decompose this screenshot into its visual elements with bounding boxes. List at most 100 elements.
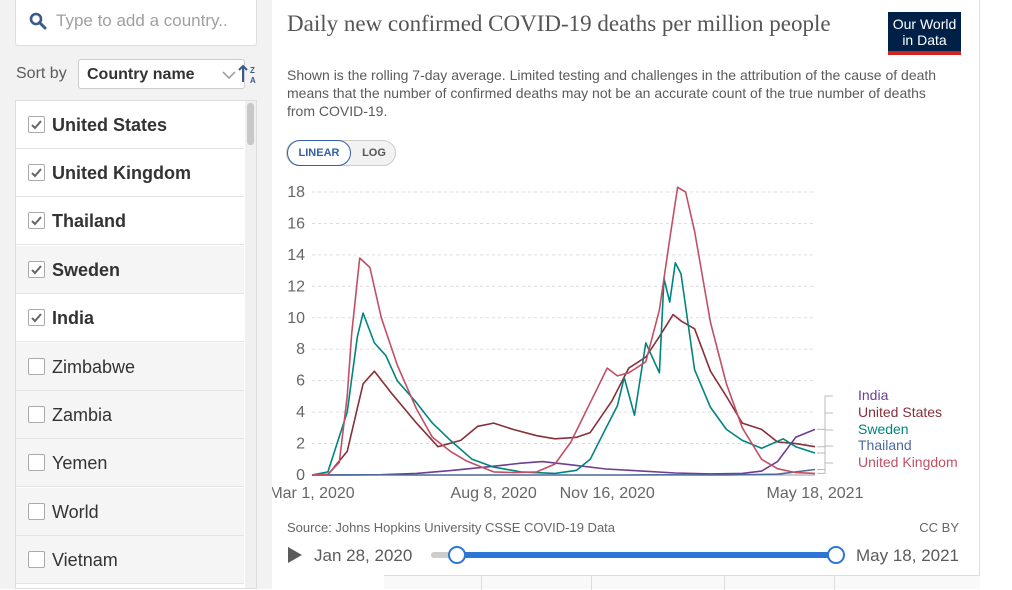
country-label: Zimbabwe bbox=[52, 357, 136, 377]
search-icon bbox=[29, 12, 47, 30]
legend-label: United Kingdom bbox=[858, 454, 958, 470]
country-label: Vietnam bbox=[52, 550, 118, 570]
list-item[interactable]: United Kingdom bbox=[16, 149, 244, 197]
line-chart: 0 2 4 6 8 10 12 14 16 18 Mar 1, 2020 Aug 8, 2020 No… bbox=[272, 184, 958, 502]
country-label: Yemen bbox=[52, 453, 108, 473]
tab-divider bbox=[834, 576, 835, 590]
x-axis: Mar 1, 2020 Aug 8, 2020 Nov 16, 2020 May 18… bbox=[272, 485, 864, 502]
country-label: India bbox=[52, 308, 95, 328]
scrollbar-thumb[interactable] bbox=[247, 103, 254, 145]
y-tick-label: 14 bbox=[287, 247, 305, 264]
checkbox[interactable] bbox=[28, 309, 45, 326]
timeline-start-date: Jan 28, 2020 bbox=[314, 546, 413, 565]
legend-connector bbox=[817, 462, 833, 474]
series-line-sweden bbox=[311, 262, 816, 476]
check-icon bbox=[31, 313, 42, 323]
log-scale-button[interactable]: LOG bbox=[362, 147, 386, 159]
list-item[interactable]: Vietnam bbox=[16, 536, 244, 584]
sort-label: Sort by bbox=[16, 65, 67, 82]
tab-divider bbox=[724, 576, 725, 590]
y-tick-label: 8 bbox=[296, 341, 305, 358]
legend-label: United States bbox=[858, 404, 942, 420]
svg-text:A: A bbox=[250, 76, 256, 85]
x-tick-label: Mar 1, 2020 bbox=[272, 485, 355, 502]
legend-label: Thailand bbox=[858, 437, 912, 453]
list-item[interactable]: Sweden bbox=[16, 246, 244, 294]
country-selector-panel: Sort by Country name Z A United States U… bbox=[0, 0, 272, 589]
linear-scale-button[interactable]: LINEAR bbox=[287, 140, 351, 166]
country-label: Zambia bbox=[52, 405, 113, 425]
play-icon[interactable] bbox=[287, 546, 303, 564]
y-tick-label: 0 bbox=[296, 467, 305, 484]
checkbox[interactable] bbox=[28, 551, 45, 568]
check-icon bbox=[31, 265, 42, 275]
country-search[interactable] bbox=[15, 0, 257, 46]
license-link[interactable]: CC BY bbox=[919, 520, 959, 535]
owid-logo[interactable]: Our World in Data bbox=[888, 12, 961, 55]
list-item[interactable]: Zambia bbox=[16, 391, 244, 439]
check-icon bbox=[31, 168, 42, 178]
series-line-united-kingdom bbox=[311, 186, 816, 476]
timeline-end-handle[interactable] bbox=[827, 546, 845, 564]
list-item[interactable]: Thailand bbox=[16, 197, 244, 245]
checkbox[interactable] bbox=[28, 503, 45, 520]
chart-subtitle: Shown is the rolling 7-day average. Limi… bbox=[287, 67, 937, 119]
svg-text:Z: Z bbox=[250, 66, 255, 75]
sort-value: Country name bbox=[87, 66, 195, 83]
check-icon bbox=[31, 216, 42, 226]
source-note[interactable]: Source: Johns Hopkins University CSSE CO… bbox=[287, 520, 616, 535]
country-list: United States United Kingdom Thailand Sw… bbox=[15, 100, 257, 589]
list-scrollbar[interactable] bbox=[245, 101, 256, 588]
tab-bar bbox=[384, 575, 980, 590]
list-item[interactable]: United States bbox=[16, 101, 244, 149]
checkbox[interactable] bbox=[28, 358, 45, 375]
chart-card: Daily new confirmed COVID-19 deaths per … bbox=[272, 0, 980, 589]
timeline-range bbox=[457, 552, 835, 558]
timeline-start-handle[interactable] bbox=[448, 546, 466, 564]
y-tick-label: 12 bbox=[287, 278, 305, 295]
chart-title: Daily new confirmed COVID-19 deaths per … bbox=[287, 11, 831, 36]
series-layer bbox=[311, 186, 816, 476]
list-item[interactable]: India bbox=[16, 294, 244, 342]
tab-divider bbox=[591, 576, 592, 590]
country-label: Sweden bbox=[52, 260, 121, 280]
y-tick-label: 10 bbox=[287, 310, 305, 327]
tab-divider bbox=[481, 576, 482, 590]
country-label: United Kingdom bbox=[52, 163, 191, 183]
checkbox[interactable] bbox=[28, 406, 45, 423]
x-tick-label: Nov 16, 2020 bbox=[560, 485, 655, 502]
legend-connector bbox=[817, 445, 833, 470]
y-tick-label: 2 bbox=[296, 436, 305, 453]
search-input[interactable] bbox=[56, 8, 251, 34]
grid-layer bbox=[312, 191, 815, 476]
country-label: World bbox=[52, 502, 99, 522]
checkbox[interactable] bbox=[28, 261, 45, 278]
chevron-down-icon bbox=[222, 71, 236, 80]
logo-line-2: in Data bbox=[902, 32, 947, 48]
x-tick-label: May 18, 2021 bbox=[767, 485, 864, 502]
y-tick-label: 16 bbox=[287, 215, 305, 232]
sort-dropdown[interactable]: Country name bbox=[78, 59, 245, 89]
scale-toggle: LINEAR LOG bbox=[286, 140, 396, 166]
sort-order-icon[interactable]: Z A bbox=[238, 63, 260, 85]
country-label: United States bbox=[52, 115, 168, 135]
y-tick-label: 6 bbox=[296, 373, 305, 390]
list-item[interactable]: Yemen bbox=[16, 439, 244, 487]
logo-line-1: Our World bbox=[892, 16, 957, 32]
y-axis: 0 2 4 6 8 10 12 14 16 18 bbox=[287, 184, 305, 484]
timeline: Jan 28, 2020 May 18, 2021 bbox=[287, 542, 977, 568]
sort-controls: Sort by Country name Z A bbox=[16, 59, 260, 89]
y-tick-label: 18 bbox=[287, 184, 305, 201]
series-line-india bbox=[312, 428, 816, 476]
check-icon bbox=[31, 120, 42, 130]
list-item[interactable]: Zimbabwe bbox=[16, 343, 244, 391]
checkbox[interactable] bbox=[28, 454, 45, 471]
y-tick-label: 4 bbox=[296, 404, 305, 421]
checkbox[interactable] bbox=[28, 212, 45, 229]
series-line-thailand bbox=[311, 468, 816, 476]
checkbox[interactable] bbox=[28, 116, 45, 133]
list-item[interactable]: World bbox=[16, 488, 244, 536]
country-label: Thailand bbox=[52, 211, 127, 231]
checkbox[interactable] bbox=[28, 164, 45, 181]
